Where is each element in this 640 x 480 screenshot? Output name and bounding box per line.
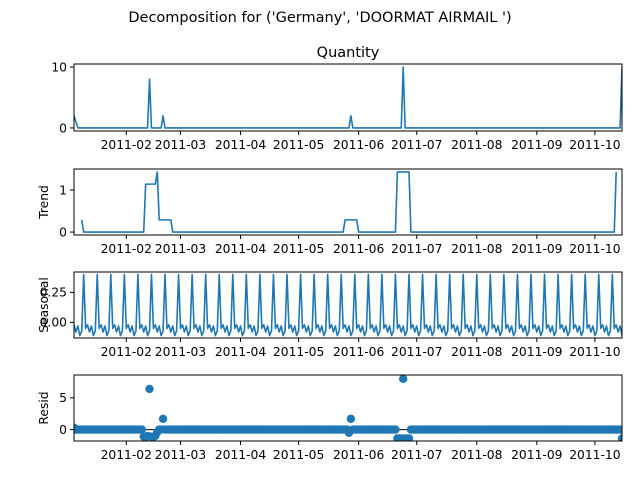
panel-trend: 0 1 2011-02 2011-03 2011-04 2011-05 2011-06 201… bbox=[37, 168, 623, 256]
x-tick-label-observed-0: 2011-02 bbox=[101, 138, 152, 152]
panel-resid-plot bbox=[74, 375, 622, 441]
x-tick-label-seasonal-6: 2011-08 bbox=[451, 345, 502, 359]
x-tick-label-seasonal-7: 2011-09 bbox=[511, 345, 562, 359]
y-tick-label-seasonal-0: 0.00 bbox=[40, 316, 67, 330]
panel-resid: 0 5 2011-02 2011-03 2011-04 2011-05 2011-06 201… bbox=[37, 374, 623, 462]
x-tick-label-seasonal-8: 2011-10 bbox=[569, 345, 620, 359]
x-tick-label-resid-0: 2011-02 bbox=[101, 448, 152, 462]
x-tick-label-observed-4: 2011-06 bbox=[333, 138, 385, 152]
x-tick-label-observed-3: 2011-05 bbox=[273, 138, 324, 152]
x-tick-label-observed-5: 2011-07 bbox=[391, 138, 442, 152]
x-tick-label-trend-0: 2011-02 bbox=[101, 242, 152, 256]
y-tick-label-trend-1: 1 bbox=[59, 183, 67, 197]
x-tick-label-trend-1: 2011-03 bbox=[155, 242, 206, 256]
x-tick-label-resid-2: 2011-04 bbox=[215, 448, 267, 462]
x-tick-label-resid-8: 2011-10 bbox=[569, 448, 620, 462]
panel-observed-plot bbox=[74, 66, 622, 129]
resid-point-170 bbox=[398, 375, 408, 384]
x-tick-label-resid-5: 2011-07 bbox=[391, 448, 442, 462]
x-tick-label-resid-6: 2011-08 bbox=[451, 448, 502, 462]
x-tick-label-trend-8: 2011-10 bbox=[569, 242, 620, 256]
x-tick-label-seasonal-2: 2011-04 bbox=[215, 345, 267, 359]
panel-observed: 0 10 2011-02 2011-03 2011-04 2011-05 2011-06 20… bbox=[51, 45, 623, 152]
x-tick-label-observed-2: 2011-04 bbox=[215, 138, 267, 152]
y-axis-label-resid: Resid bbox=[37, 391, 51, 424]
x-tick-label-resid-4: 2011-06 bbox=[333, 448, 385, 462]
x-tick-label-seasonal-1: 2011-03 bbox=[155, 345, 206, 359]
x-tick-label-trend-6: 2011-08 bbox=[451, 242, 502, 256]
x-tick-label-seasonal-3: 2011-05 bbox=[273, 345, 324, 359]
y-tick-label-seasonal-1: 0.25 bbox=[40, 286, 67, 300]
panel-seasonal-frame bbox=[73, 271, 623, 339]
resid-point-39 bbox=[145, 384, 154, 394]
x-tick-label-resid-1: 2011-03 bbox=[155, 448, 206, 462]
y-tick-label-trend-0: 0 bbox=[59, 225, 67, 239]
y-tick-label-observed-1: 10 bbox=[51, 60, 67, 74]
resid-point-166 bbox=[391, 425, 400, 434]
x-tick-label-resid-7: 2011-09 bbox=[511, 448, 562, 462]
y-tick-label-resid-1: 5 bbox=[59, 391, 67, 405]
x-tick-label-trend-4: 2011-06 bbox=[333, 242, 385, 256]
series-line-seasonal bbox=[74, 273, 622, 337]
series-line-observed bbox=[74, 66, 622, 129]
resid-point-35 bbox=[137, 425, 146, 434]
x-tick-label-trend-3: 2011-05 bbox=[273, 242, 324, 256]
x-tick-label-trend-2: 2011-04 bbox=[215, 242, 267, 256]
x-tick-label-trend-7: 2011-09 bbox=[511, 242, 562, 256]
x-tick-label-seasonal-0: 2011-02 bbox=[101, 345, 152, 359]
resid-point-282 bbox=[615, 425, 622, 434]
resid-point-283 bbox=[617, 434, 622, 441]
y-tick-label-resid-0: 0 bbox=[59, 423, 67, 437]
x-tick-label-observed-8: 2011-10 bbox=[569, 138, 620, 152]
x-tick-label-observed-1: 2011-03 bbox=[155, 138, 206, 152]
y-axis-label-seasonal: Seasonal bbox=[37, 277, 51, 333]
panel-trend-frame bbox=[73, 168, 623, 236]
resid-point-46 bbox=[158, 414, 168, 423]
series-line-trend bbox=[80, 171, 617, 233]
resid-point-173 bbox=[404, 434, 414, 441]
x-tick-label-resid-3: 2011-05 bbox=[273, 448, 324, 462]
y-tick-label-observed-0: 0 bbox=[59, 121, 67, 135]
x-tick-label-seasonal-4: 2011-06 bbox=[333, 345, 385, 359]
panel-resid-frame bbox=[73, 374, 623, 442]
x-tick-label-observed-7: 2011-09 bbox=[511, 138, 562, 152]
x-tick-label-observed-6: 2011-08 bbox=[451, 138, 502, 152]
x-tick-label-seasonal-5: 2011-07 bbox=[391, 345, 442, 359]
figure-title: Decomposition for ('Germany', 'DOORMAT A… bbox=[128, 10, 511, 26]
panel-seasonal: 0.00 0.25 2011-02 2011-03 2011-04 2011-05 2011… bbox=[37, 271, 623, 359]
y-axis-label-trend: Trend bbox=[37, 185, 51, 220]
panel-seasonal-plot bbox=[74, 273, 622, 337]
panel-title-observed: Quantity bbox=[317, 45, 380, 61]
panel-trend-plot bbox=[80, 171, 617, 233]
resid-point-143 bbox=[346, 414, 356, 423]
panel-observed-frame bbox=[73, 63, 623, 132]
x-tick-label-trend-5: 2011-07 bbox=[391, 242, 442, 256]
